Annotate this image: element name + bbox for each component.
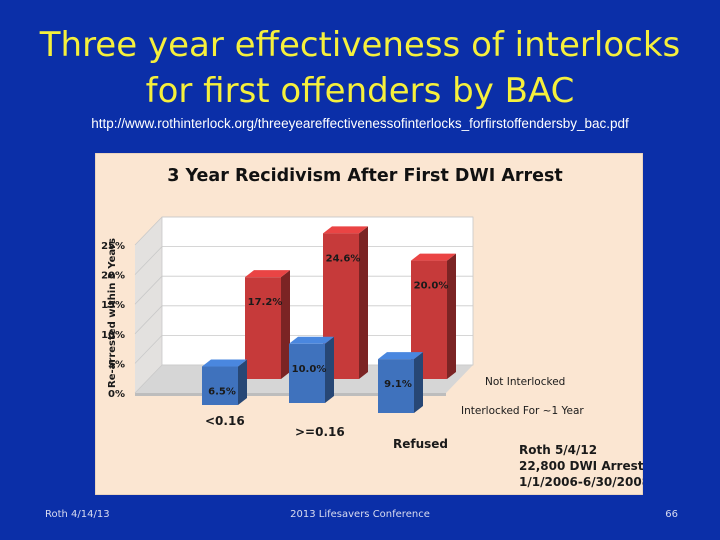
x-category-label: Refused: [393, 437, 448, 451]
source-url: http://www.rothinterlock.org/threeyearef…: [91, 116, 629, 131]
bar-front: [378, 359, 414, 413]
annotation-line-2: 22,800 DWI Arrests:: [519, 459, 643, 473]
bar-side: [238, 359, 247, 405]
footer-page-number: 66: [665, 509, 678, 520]
chart-title: 3 Year Recidivism After First DWI Arrest: [167, 166, 563, 186]
bar-front: [245, 277, 281, 379]
series-label: Not Interlocked: [485, 376, 565, 388]
y-axis-ticks: 0% 5% 10% 15% 20% 25%: [101, 241, 125, 400]
bar: 20.0%: [411, 253, 456, 379]
recidivism-chart: 0% 5% 10% 15% 20% 25% 17.2% 24.6% 20.0% 6.5% 10.0…: [94, 152, 655, 496]
gridline-side: [134, 364, 163, 394]
y-tick-label: 20%: [101, 271, 125, 282]
y-tick-label: 0%: [108, 389, 125, 400]
gridline-side: [134, 305, 163, 335]
x-category-label: >=0.16: [295, 425, 345, 439]
y-tick-label: 10%: [101, 330, 125, 341]
y-tick-label: 5%: [108, 359, 125, 370]
annotation-line-1: Roth 5/4/12: [519, 443, 597, 457]
bar-value-label: 17.2%: [248, 297, 283, 308]
bar: 10.0%: [289, 336, 334, 403]
bar-top: [378, 352, 423, 360]
bar-top: [202, 359, 247, 367]
bar: 6.5%: [202, 359, 247, 405]
gridline-side: [134, 335, 163, 364]
slide-title-line-1: Three year effectiveness of interlocks: [39, 25, 681, 65]
chart-bars: 17.2% 24.6% 20.0% 6.5% 10.0% 9.1%: [202, 226, 456, 413]
bar-side: [359, 226, 368, 379]
series-labels: Not Interlocked Interlocked For ~1 Year: [461, 376, 584, 417]
x-category-label: <0.16: [205, 414, 245, 428]
bar-top: [411, 253, 456, 261]
bar: 9.1%: [378, 352, 423, 413]
bar-side: [325, 336, 334, 403]
bar-value-label: 24.6%: [326, 253, 361, 264]
footer-conference: 2013 Lifesavers Conference: [290, 509, 430, 520]
bar-top: [323, 226, 368, 234]
chart-frame: 0% 5% 10% 15% 20% 25% 17.2% 24.6% 20.0% 6.5% 10.0…: [94, 152, 655, 496]
bar: 17.2%: [245, 270, 290, 379]
y-tick-label: 25%: [101, 241, 125, 252]
bar-top: [245, 270, 290, 278]
annotation-line-3: 1/1/2006-6/30/2008: [519, 475, 643, 489]
footer-author-date: Roth 4/14/13: [45, 509, 110, 520]
gridline-side: [134, 216, 163, 246]
bar-value-label: 9.1%: [384, 379, 412, 390]
series-label: Interlocked For ~1 Year: [461, 405, 584, 417]
y-tick-label: 15%: [101, 300, 125, 311]
bar-value-label: 6.5%: [208, 387, 236, 398]
y-axis-label: Re-arrested within 3 Years: [107, 238, 118, 388]
slide-title: Three year effectiveness of interlocks f…: [0, 22, 720, 114]
bar-value-label: 10.0%: [292, 364, 327, 375]
gridline-side: [134, 246, 163, 275]
bar-side: [414, 352, 423, 413]
bar-front: [289, 343, 325, 403]
slide-title-line-2: for first offenders by BAC: [145, 71, 575, 111]
bar: 24.6%: [323, 226, 368, 379]
bar-side: [281, 270, 290, 379]
bar-front: [202, 366, 238, 405]
chart-left-wall: [135, 217, 162, 393]
bar-top: [289, 336, 334, 344]
x-axis-categories: <0.16 >=0.16 Refused: [205, 414, 448, 451]
bar-value-label: 20.0%: [414, 281, 449, 292]
bar-side: [447, 253, 456, 379]
gridline-side: [134, 275, 163, 305]
